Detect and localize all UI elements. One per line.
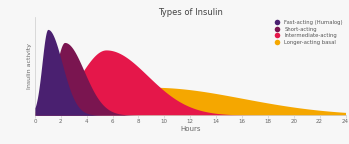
Legend: Fast-acting (Humalog), Short-acting, Intermediate-acting, Longer-acting basal: Fast-acting (Humalog), Short-acting, Int…: [270, 18, 345, 47]
Title: Types of Insulin: Types of Insulin: [158, 7, 223, 17]
Y-axis label: Insulin activity: Insulin activity: [27, 43, 32, 89]
X-axis label: Hours: Hours: [180, 126, 200, 132]
